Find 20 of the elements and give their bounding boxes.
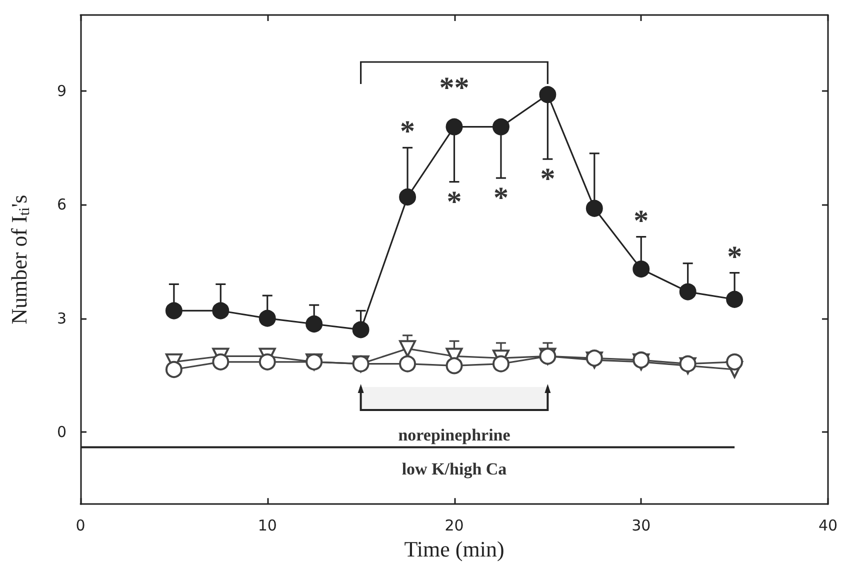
x-tick-label: 30 — [632, 516, 651, 535]
annotation: * — [634, 204, 649, 238]
x-tick-label: 0 — [76, 516, 86, 535]
annotation: * — [446, 185, 462, 218]
x-tick-label: 40 — [818, 516, 838, 535]
annotation: * — [493, 182, 508, 215]
x-tick-label: 20 — [444, 516, 464, 535]
y-tick-label: 9 — [56, 82, 66, 100]
y-tick-label: 6 — [56, 196, 66, 214]
y-tick-label: 0 — [56, 423, 66, 442]
band-label: norepinephrine — [398, 426, 511, 445]
annotation: ** — [439, 72, 470, 104]
annotation: * — [400, 115, 416, 148]
x-tick-label: 10 — [258, 516, 277, 535]
annotation: * — [727, 240, 742, 274]
ref-line-label: low K/high Ca — [402, 460, 508, 479]
y-axis-title: Number of Iti's — [6, 194, 33, 324]
x-axis-title: Time (min) — [404, 536, 504, 562]
annotation: * — [540, 162, 556, 196]
y-tick-label: 3 — [56, 309, 66, 328]
